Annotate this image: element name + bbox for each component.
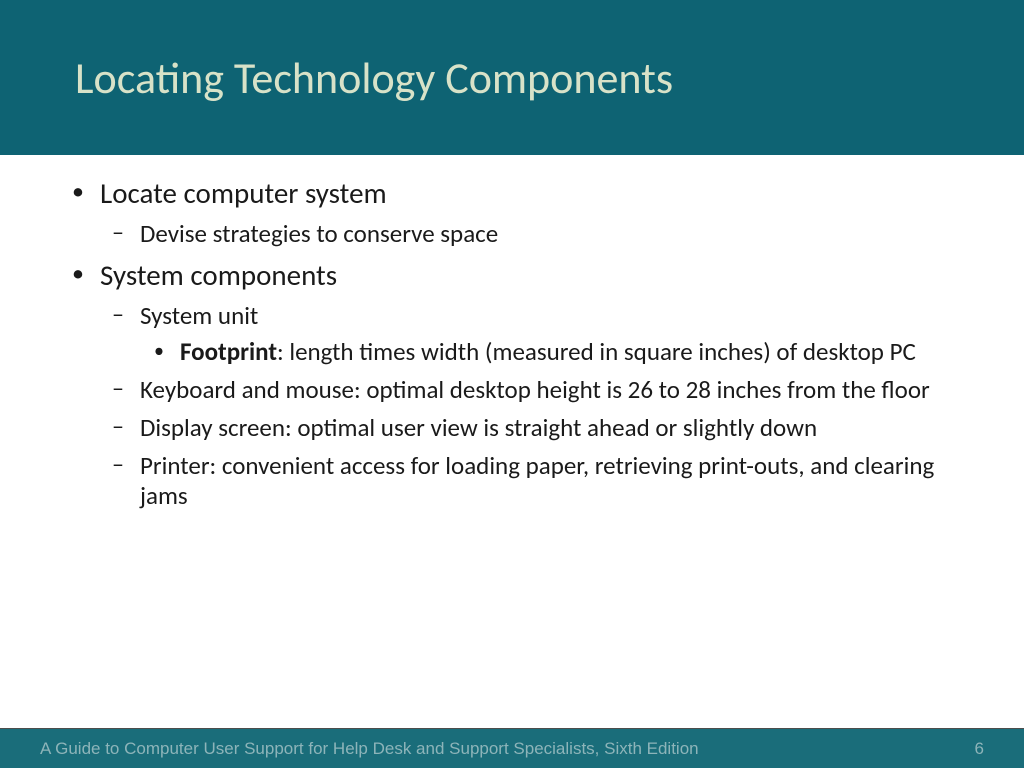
slide-title: Locating Technology Components bbox=[75, 51, 673, 105]
bullet-text: : length times width (measured in square… bbox=[277, 336, 916, 367]
bullet-text: Display screen: optimal user view is str… bbox=[140, 412, 817, 443]
bullet-item: Devise strategies to conserve space bbox=[100, 219, 964, 249]
bullet-list-level2: Devise strategies to conserve space bbox=[100, 219, 964, 249]
bullet-item: Locate computer system Devise strategies… bbox=[60, 175, 964, 249]
bullet-text: System components bbox=[100, 257, 337, 293]
bullet-text: Printer: convenient access for loading p… bbox=[140, 450, 934, 511]
bullet-item: System components System unit Footprint:… bbox=[60, 257, 964, 511]
bold-term: Footprint bbox=[180, 336, 277, 367]
bullet-item: System unit Footprint: length times widt… bbox=[100, 301, 964, 367]
bullet-text: Keyboard and mouse: optimal desktop heig… bbox=[140, 374, 930, 405]
bullet-text: Devise strategies to conserve space bbox=[140, 218, 498, 249]
bullet-item: Footprint: length times width (measured … bbox=[140, 337, 964, 367]
footer-text: A Guide to Computer User Support for Hel… bbox=[40, 739, 699, 759]
bullet-item: Display screen: optimal user view is str… bbox=[100, 413, 964, 443]
bullet-list-level2: System unit Footprint: length times widt… bbox=[100, 301, 964, 511]
bullet-text: Locate computer system bbox=[100, 175, 387, 211]
bullet-list-level1: Locate computer system Devise strategies… bbox=[60, 175, 964, 511]
slide-content: Locate computer system Devise strategies… bbox=[0, 155, 1024, 511]
slide-footer: A Guide to Computer User Support for Hel… bbox=[0, 728, 1024, 768]
page-number: 6 bbox=[975, 739, 984, 759]
bullet-item: Keyboard and mouse: optimal desktop heig… bbox=[100, 375, 964, 405]
bullet-item: Printer: convenient access for loading p… bbox=[100, 451, 964, 511]
slide-header: Locating Technology Components bbox=[0, 0, 1024, 155]
bullet-list-level3: Footprint: length times width (measured … bbox=[140, 337, 964, 367]
bullet-text: System unit bbox=[140, 300, 258, 331]
